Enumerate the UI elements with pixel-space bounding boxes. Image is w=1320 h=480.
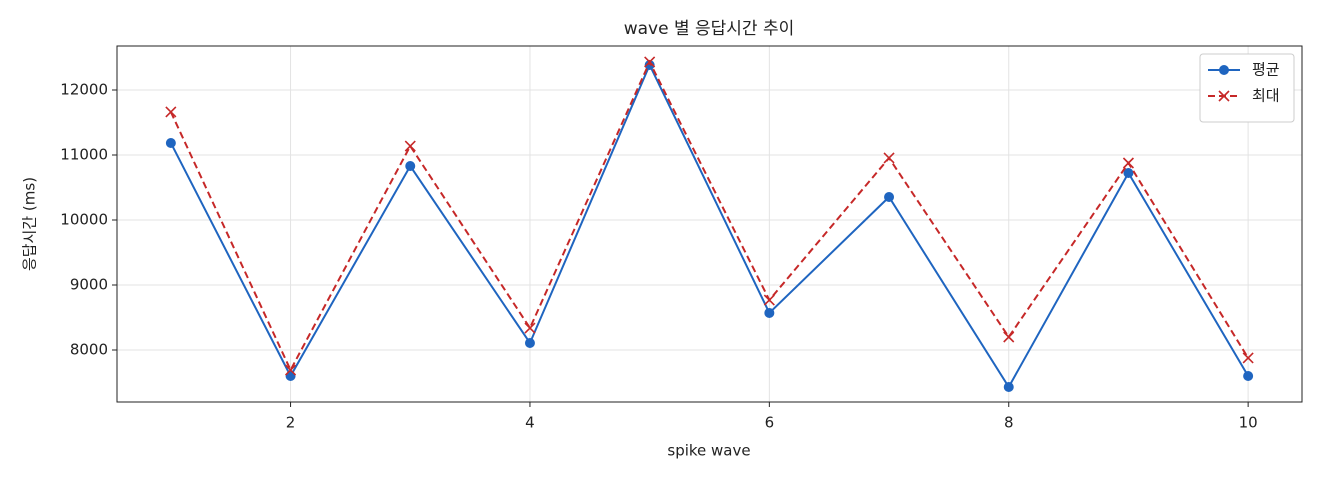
plot-frame (116, 45, 1303, 403)
data-point (284, 364, 297, 376)
data-point (165, 137, 176, 148)
data-point (1123, 168, 1134, 179)
x-tick-label: 6 (765, 414, 775, 432)
legend-label: 평균 (1252, 61, 1280, 79)
legend-label: 최대 (1252, 87, 1280, 105)
legend-marker (1218, 90, 1230, 102)
data-point (524, 337, 535, 348)
legend-marker (1219, 65, 1229, 75)
data-point (884, 191, 895, 202)
y-tick-label: 10000 (60, 211, 108, 229)
y-tick-label: 9000 (70, 276, 108, 294)
data-point (1003, 331, 1015, 343)
data-point (644, 56, 656, 68)
data-point (404, 140, 416, 152)
data-point (1242, 352, 1254, 364)
data-point (763, 294, 775, 306)
x-axis-label: spike wave (667, 442, 750, 460)
data-point (1122, 157, 1135, 169)
y-tick-label: 12000 (60, 81, 108, 99)
data-point (644, 59, 655, 70)
data-point (764, 307, 775, 318)
legend-box (1199, 53, 1295, 123)
data-point (883, 152, 895, 164)
x-tick-label: 4 (525, 414, 535, 432)
y-tick-label: 11000 (60, 146, 108, 164)
x-tick-label: 2 (286, 414, 296, 432)
data-point (524, 322, 536, 334)
data-point (165, 106, 177, 118)
chart-title: wave 별 응답시간 추이 (624, 19, 795, 39)
data-point (405, 161, 416, 172)
series-line (169, 59, 1249, 373)
data-point (1003, 381, 1014, 392)
x-tick-label: 8 (1004, 414, 1014, 432)
y-tick-label: 8000 (70, 341, 108, 359)
series-line (169, 62, 1250, 389)
y-axis-label: 응답시간 (ms) (21, 177, 39, 271)
data-point (1243, 371, 1254, 382)
x-tick-label: 10 (1239, 414, 1258, 432)
